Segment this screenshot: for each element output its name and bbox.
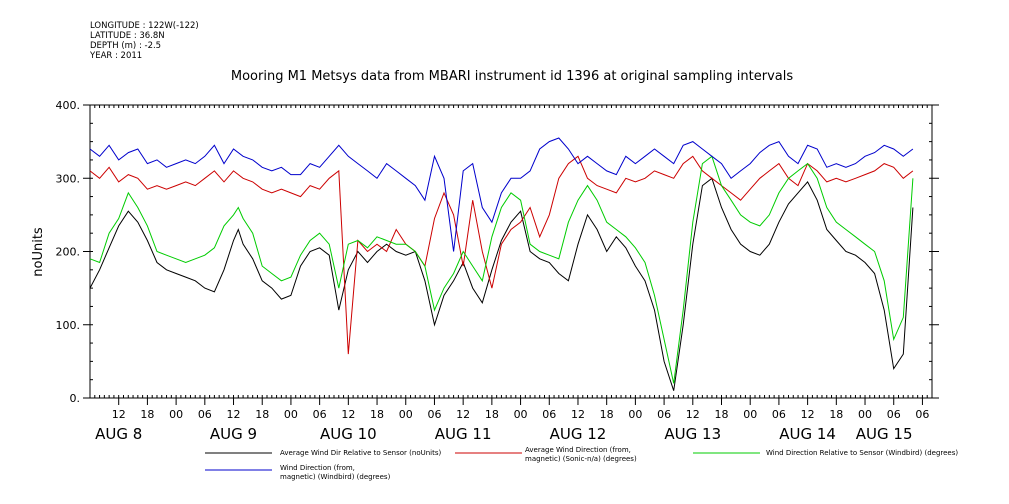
x-date-label: AUG 8 xyxy=(95,425,142,443)
x-tick-label: 06 xyxy=(542,408,556,421)
chart-title: Mooring M1 Metsys data from MBARI instru… xyxy=(231,69,793,84)
x-tick-label: 12 xyxy=(341,408,355,421)
latitude-label: LATITUDE : 36.8N xyxy=(90,31,165,41)
x-tick-label: 06 xyxy=(657,408,671,421)
x-tick-label: 12 xyxy=(571,408,585,421)
x-tick-label: 00 xyxy=(514,408,528,421)
x-date-label: AUG 10 xyxy=(320,425,377,443)
series-line-3 xyxy=(89,137,914,252)
year-label: YEAR : 2011 xyxy=(90,51,143,61)
x-tick-label: 12 xyxy=(456,408,470,421)
x-date-label: AUG 12 xyxy=(550,425,607,443)
series-layer xyxy=(89,137,914,391)
x-tick-label: 00 xyxy=(399,408,413,421)
legend-label: magnetic) (Sonic-n/a) (degrees) xyxy=(525,455,637,463)
y-tick-label: 200. xyxy=(56,246,81,259)
series-line-0 xyxy=(89,177,914,391)
x-date-label: AUG 14 xyxy=(779,425,836,443)
y-tick-label: 400. xyxy=(56,99,81,112)
x-tick-label: 06 xyxy=(313,408,327,421)
x-tick-label: 18 xyxy=(140,408,154,421)
x-tick-label: 00 xyxy=(858,408,872,421)
x-tick-label: 18 xyxy=(370,408,384,421)
series-line-2 xyxy=(89,155,914,384)
legend-label: Wind Direction (from, xyxy=(280,464,355,472)
x-tick-label: 18 xyxy=(485,408,499,421)
x-date-label: AUG 9 xyxy=(210,425,257,443)
legend-label: magnetic) (Windbird) (degrees) xyxy=(280,473,391,481)
x-tick-label: 00 xyxy=(743,408,757,421)
x-tick-label: 06 xyxy=(915,408,929,421)
x-tick-label: 12 xyxy=(227,408,241,421)
series-line-1 xyxy=(89,155,914,355)
x-date-label: AUG 13 xyxy=(664,425,721,443)
x-tick-label: 06 xyxy=(772,408,786,421)
longitude-label: LONGITUDE : 122W(-122) xyxy=(90,21,199,31)
legend-label: Average Wind Dir Relative to Sensor (noU… xyxy=(280,449,441,457)
legend-label: Wind Direction Relative to Sensor (Windb… xyxy=(766,449,958,457)
x-tick-label: 18 xyxy=(255,408,269,421)
y-tick-label: 100. xyxy=(56,319,81,332)
metadata-block: LONGITUDE : 122W(-122) LATITUDE : 36.8N … xyxy=(90,21,199,61)
x-date-label: AUG 15 xyxy=(856,425,913,443)
x-tick-label: 12 xyxy=(112,408,126,421)
x-tick-label: 06 xyxy=(427,408,441,421)
x-date-label: AUG 11 xyxy=(435,425,492,443)
depth-label: DEPTH (m) : -2.5 xyxy=(90,41,162,51)
legend: Average Wind Dir Relative to Sensor (noU… xyxy=(205,446,958,481)
x-tick-label: 12 xyxy=(686,408,700,421)
x-tick-label: 06 xyxy=(887,408,901,421)
x-tick-label: 12 xyxy=(801,408,815,421)
y-tick-label: 0. xyxy=(70,392,81,405)
x-tick-label: 00 xyxy=(284,408,298,421)
x-tick-label: 00 xyxy=(169,408,183,421)
legend-label: Average Wind Direction (from, xyxy=(525,446,631,454)
y-tick-label: 300. xyxy=(56,172,81,185)
y-axis: 0. 100. 200. 300. 400. xyxy=(56,99,939,405)
x-tick-label: 06 xyxy=(198,408,212,421)
x-tick-label: 00 xyxy=(628,408,642,421)
x-tick-label: 18 xyxy=(715,408,729,421)
x-axis: 12 18 00 06 12 18 00 06 12 18 00 06 12 18 00 06 12 18 00 06… xyxy=(89,105,933,443)
y-axis-label: noUnits xyxy=(31,227,46,277)
x-tick-label: 18 xyxy=(600,408,614,421)
x-tick-label: 18 xyxy=(829,408,843,421)
